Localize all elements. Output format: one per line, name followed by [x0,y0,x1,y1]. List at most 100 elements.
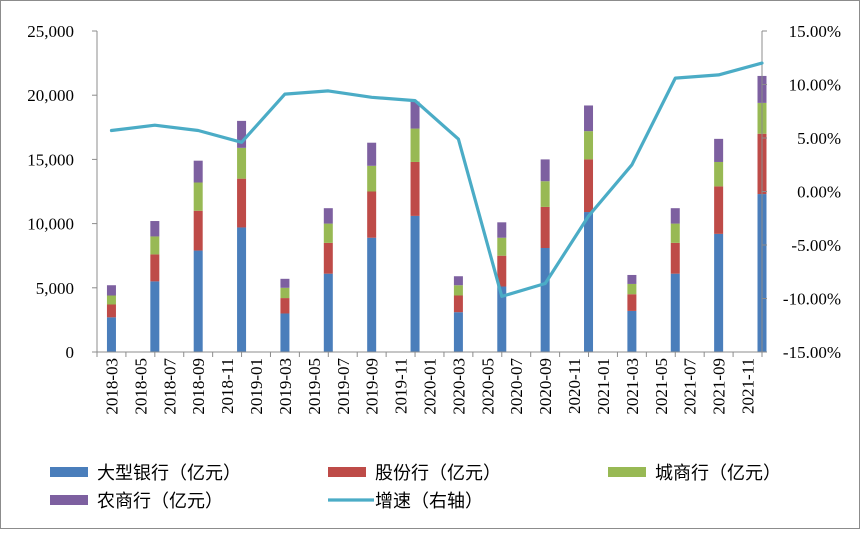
bar-segment-series3-2020-03 [454,276,463,285]
right-y-tick-label: 5.00% [797,129,841,148]
x-tick-label: 2019-11 [392,358,411,414]
right-y-tick-label: 15.00% [789,22,841,41]
bar-segment-series0-2021-09 [714,234,723,352]
bar-segment-series2-2020-03 [454,285,463,295]
bar-segment-series2-2018-09 [194,183,203,211]
x-tick-label: 2020-03 [449,358,468,415]
x-tick-label: 2018-09 [189,358,208,415]
x-tick-label: 2021-07 [681,358,700,415]
bar-segment-series2-2019-12 [411,129,420,162]
bar-segment-series0-2019-09 [367,238,376,352]
bar-segment-series1-2019-03 [280,298,289,313]
bar-segment-series1-2018-09 [194,211,203,251]
bar-segment-series3-2021-09 [714,139,723,162]
legend-swatch [608,467,646,477]
x-tick-label: 2018-03 [102,358,121,415]
bar-segment-series0-2018-09 [194,251,203,352]
bar-segment-series2-2019-09 [367,166,376,192]
bar-segment-series2-2020-06 [497,238,506,256]
bar-segment-series3-2019-06 [324,208,333,223]
legend-item-0: 大型银行（亿元） [50,463,241,483]
bar-segment-series1-2018-12 [237,179,246,228]
bar-segment-series1-2021-09 [714,186,723,234]
legend-label: 农商行（亿元） [97,491,223,511]
bar-segment-series2-2021-03 [627,284,636,294]
bar-segment-series1-2020-03 [454,296,463,313]
x-tick-label: 2019-07 [334,358,353,415]
left-y-tick-label: 20,000 [27,86,74,105]
x-tick-label: 2020-05 [478,358,497,415]
legend-label: 增速（右轴） [375,491,483,511]
x-tick-label: 2021-01 [594,358,613,415]
legend-swatch [50,467,88,477]
x-tick-label: 2019-09 [363,358,382,415]
bar-segment-series0-2018-03 [107,317,116,352]
bar-segment-series0-2020-09 [541,248,550,352]
right-y-tick-label: 10.00% [789,76,841,95]
x-tick-label: 2020-07 [507,358,526,415]
legend-label: 大型银行（亿元） [97,463,241,483]
bar-segment-series0-2021-03 [627,311,636,352]
bar-segment-series3-2021-03 [627,275,636,284]
bar-segment-series2-2021-06 [671,224,680,243]
bar-segment-series3-2020-06 [497,222,506,237]
bar-segment-series3-2020-12 [584,105,593,131]
bar-segment-series2-2020-12 [584,131,593,159]
bar-segment-series1-2018-03 [107,304,116,317]
bar-segment-series1-2019-09 [367,192,376,238]
bar-segment-series0-2020-12 [584,212,593,352]
bar-segment-series2-2018-06 [150,236,159,254]
legend-item-4: 增速（右轴） [328,491,483,511]
x-tick-label: 2021-11 [739,358,758,414]
bar-segment-series2-2018-12 [237,148,246,179]
left-y-tick-label: 15,000 [27,150,74,169]
bar-segment-series2-2018-03 [107,296,116,305]
bar-segment-series0-2020-03 [454,312,463,352]
x-tick-label: 2019-03 [276,358,295,415]
x-tick-label: 2021-05 [652,358,671,415]
bar-segment-series2-2020-09 [541,181,550,207]
legend-label: 城商行（亿元） [655,463,781,483]
legend-item-3: 农商行（亿元） [50,491,223,511]
bar-segment-series0-2018-12 [237,227,246,352]
bar-segment-series0-2021-06 [671,274,680,352]
bar-segment-series1-2018-06 [150,254,159,281]
right-y-tick-label: -15.00% [783,343,841,362]
legend-swatch [328,467,366,477]
bar-segment-series1-2021-03 [627,294,636,311]
x-tick-label: 2019-05 [305,358,324,415]
right-y-tick-label: -10.00% [783,290,841,309]
bar-segment-series1-2021-06 [671,243,680,274]
bar-segment-series1-2020-09 [541,207,550,248]
right-y-tick-label: 0.00% [797,183,841,202]
x-tick-label: 2021-03 [623,358,642,415]
legend-label: 股份行（亿元） [375,463,501,483]
bar-segment-series1-2019-12 [411,162,420,216]
growth-line-layer [111,63,762,296]
left-y-tick-label: 0 [66,343,75,362]
growth-rate-line [112,63,763,296]
legend-item-1: 股份行（亿元） [328,463,501,483]
x-tick-label: 2019-01 [247,358,266,415]
bar-segment-series0-2019-03 [280,313,289,352]
bar-segment-series2-2021-09 [714,162,723,186]
bar-segment-series0-2019-12 [411,216,420,352]
legend: 大型银行（亿元） 股份行（亿元） 城商行（亿元） 农商行（亿元） 增速（右轴） [50,463,781,511]
x-tick-label: 2021-09 [710,358,729,415]
x-tick-label: 2020-01 [421,358,440,415]
bar-segment-series3-2018-03 [107,285,116,295]
x-tick-label: 2018-11 [218,358,237,414]
axes-layer [92,31,767,357]
legend-swatch [50,495,88,505]
bar-segment-series3-2019-03 [280,279,289,288]
bar-segment-series3-2018-09 [194,161,203,183]
bar-segment-series2-2019-03 [280,288,289,298]
x-tick-label: 2018-05 [131,358,150,415]
bar-segment-series3-2019-12 [411,102,420,129]
left-y-tick-label: 5,000 [36,279,74,298]
bar-segment-series1-2019-06 [324,243,333,274]
left-y-tick-label: 25,000 [27,22,74,41]
bar-segment-series3-2020-09 [541,159,550,181]
bar-segment-series0-2018-06 [150,281,159,352]
